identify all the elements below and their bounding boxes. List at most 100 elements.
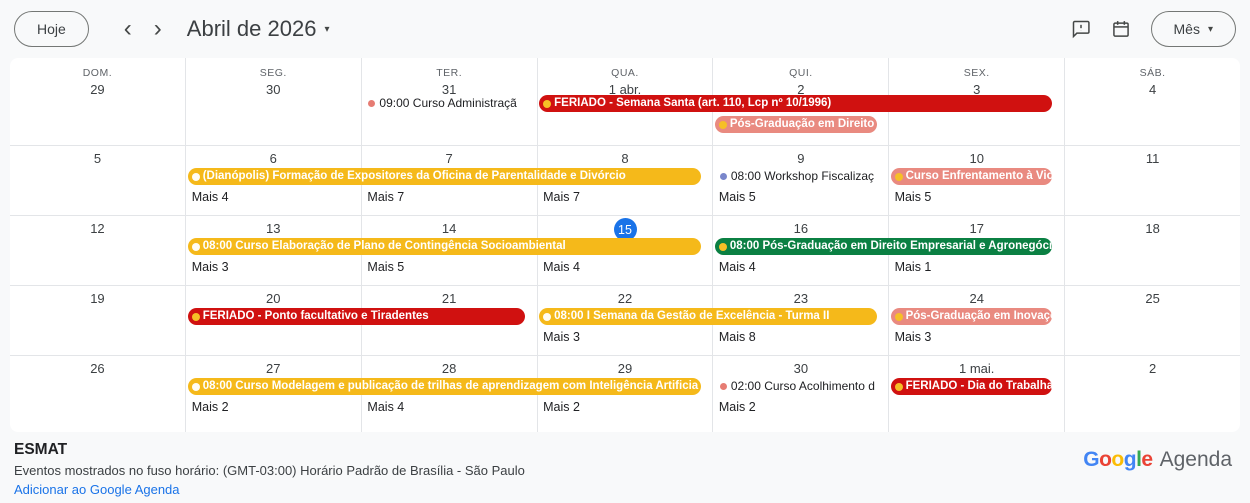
date-number[interactable]: 18 — [1145, 221, 1160, 236]
more-events-link[interactable]: Mais 3 — [543, 330, 580, 344]
event-color-dot — [191, 382, 200, 391]
date-number[interactable]: 9 — [797, 151, 805, 166]
more-events-link[interactable]: Mais 7 — [543, 190, 580, 204]
chevron-right-icon: › — [153, 15, 162, 42]
more-events-link[interactable]: Mais 7 — [367, 190, 405, 204]
event-pos-graduacao-empresarial[interactable]: 08:00 Pós-Graduação em Direito Empresari… — [714, 238, 1053, 255]
week-row-5: 26 27 28 29 30 1 mai. 2 08:00 Curso Mode… — [10, 355, 1240, 432]
date-number[interactable]: 26 — [90, 361, 105, 376]
event-curso-acolhimento[interactable]: 02:00 Curso Acolhimento d — [718, 378, 884, 395]
date-number[interactable]: 30 — [266, 82, 281, 97]
date-number[interactable]: 29 — [617, 361, 633, 376]
event-curso-administracao[interactable]: 09:00 Curso Administraçã — [366, 95, 532, 112]
feedback-button[interactable] — [1061, 9, 1101, 49]
day-cell: 24 — [888, 286, 1064, 355]
event-curso-enfrentamento-violencia[interactable]: Curso Enfrentamento à Violê — [890, 168, 1053, 185]
month-title-dropdown[interactable]: Abril de 2026 ▾ — [187, 16, 330, 42]
date-number[interactable]: 29 — [90, 82, 105, 97]
footer: ESMAT Eventos mostrados no fuso horário:… — [0, 432, 1250, 499]
more-events-link[interactable]: Mais 4 — [191, 190, 229, 204]
day-cell: 1 mai. — [888, 356, 1064, 432]
date-number[interactable]: 23 — [793, 291, 809, 306]
next-month-button[interactable]: › — [143, 11, 173, 47]
more-events-link[interactable]: Mais 1 — [894, 260, 932, 274]
date-number[interactable]: 14 — [441, 221, 457, 236]
date-number[interactable]: 24 — [969, 291, 984, 306]
date-number[interactable]: 28 — [441, 361, 457, 376]
event-title: (Dianópolis) Formação de Expositores da … — [202, 170, 626, 182]
weekday-header: SEG. — [259, 67, 287, 79]
more-events-link[interactable]: Mais 3 — [894, 330, 932, 344]
chevron-down-icon: ▾ — [1207, 23, 1213, 35]
event-pos-graduacao-inovacao[interactable]: Pós-Graduação em Inovaçõe — [890, 308, 1053, 325]
day-cell: 6 — [184, 146, 361, 215]
event-feriado-tiradentes[interactable]: FERIADO - Ponto facultativo e Tiradentes — [187, 308, 526, 325]
event-formacao-expositores[interactable]: (Dianópolis) Formação de Expositores da … — [187, 168, 701, 185]
event-feriado-semana-santa[interactable]: FERIADO - Semana Santa (art. 110, Lcp nº… — [539, 95, 1053, 112]
event-color-dot — [718, 120, 727, 129]
date-number[interactable]: 6 — [269, 151, 277, 166]
event-color-dot — [191, 172, 200, 181]
more-events-link[interactable]: Mais 8 — [718, 330, 756, 344]
day-cell: SEG. 30 — [184, 58, 361, 145]
date-number[interactable]: 1 mai. — [959, 361, 995, 376]
more-events-link[interactable]: Mais 5 — [367, 260, 405, 274]
event-time: 02:00 — [730, 379, 765, 393]
event-time: 08:00 — [730, 169, 765, 183]
prev-month-button[interactable]: ‹ — [113, 11, 143, 47]
event-color-dot — [718, 242, 727, 251]
more-events-link[interactable]: Mais 2 — [718, 400, 756, 414]
more-events-link[interactable]: Mais 2 — [543, 400, 580, 414]
day-cell: SÁB. 4 — [1064, 58, 1240, 145]
date-number[interactable]: 25 — [1145, 291, 1160, 306]
date-number[interactable]: 12 — [90, 221, 105, 236]
event-pos-graduacao-direito[interactable]: Pós-Graduação em Direito E — [714, 116, 877, 133]
date-number[interactable]: 1 abr. — [608, 82, 642, 97]
date-number[interactable]: 21 — [441, 291, 457, 306]
date-number[interactable]: 13 — [266, 221, 281, 236]
today-button-label: Hoje — [37, 21, 66, 37]
chevron-down-icon: ▾ — [324, 23, 330, 35]
date-number[interactable]: 17 — [969, 221, 984, 236]
date-number[interactable]: 20 — [266, 291, 281, 306]
date-number[interactable]: 2 — [1148, 361, 1157, 376]
date-number[interactable]: 10 — [969, 151, 984, 166]
date-number[interactable]: 19 — [90, 291, 105, 306]
date-number[interactable]: 4 — [1148, 82, 1157, 97]
date-number[interactable]: 16 — [793, 221, 809, 236]
date-number[interactable]: 11 — [1145, 151, 1160, 166]
more-events-link[interactable]: Mais 4 — [718, 260, 756, 274]
day-cell: 12 — [10, 216, 185, 285]
event-color-dot — [894, 382, 903, 391]
calendar-view-button[interactable] — [1101, 9, 1141, 49]
date-number[interactable]: 31 — [441, 82, 457, 97]
date-number[interactable]: 30 — [793, 361, 809, 376]
today-button[interactable]: Hoje — [14, 11, 89, 47]
event-curso-plano-contingencia[interactable]: 08:00 Curso Elaboração de Plano de Conti… — [187, 238, 701, 255]
more-events-link[interactable]: Mais 5 — [894, 190, 932, 204]
event-feriado-dia-do-trabalhador[interactable]: FERIADO - Dia do Trabalhado — [890, 378, 1053, 395]
event-title: 08:00 Pós-Graduação em Direito Empresari… — [729, 240, 1053, 252]
event-color-dot — [368, 100, 376, 107]
more-events-link[interactable]: Mais 3 — [191, 260, 229, 274]
date-number[interactable]: 27 — [266, 361, 281, 376]
more-events-link[interactable]: Mais 4 — [543, 260, 580, 274]
date-number[interactable]: 5 — [93, 151, 102, 166]
google-agenda-logo[interactable]: Google Agenda — [1083, 448, 1232, 472]
more-events-link[interactable]: Mais 4 — [367, 400, 405, 414]
event-color-dot — [719, 383, 727, 390]
add-to-google-calendar-link[interactable]: Adicionar ao Google Agenda — [14, 482, 180, 497]
view-selector-dropdown[interactable]: Mês ▾ — [1150, 11, 1236, 47]
week-row-4: 19 20 21 22 23 24 25 FERIADO - Ponto fac… — [10, 285, 1240, 355]
event-semana-gestao-excelencia[interactable]: 08:00 I Semana da Gestão de Excelência -… — [539, 308, 877, 325]
date-number-today[interactable]: 15 — [538, 218, 713, 241]
more-events-link[interactable]: Mais 2 — [191, 400, 229, 414]
date-number[interactable]: 3 — [973, 82, 981, 97]
event-workshop-fiscalizacao[interactable]: 08:00 Workshop Fiscalizaç — [718, 168, 884, 185]
date-number[interactable]: 7 — [445, 151, 453, 166]
date-number[interactable]: 8 — [621, 151, 629, 166]
date-number[interactable]: 22 — [617, 291, 633, 306]
more-events-link[interactable]: Mais 5 — [718, 190, 756, 204]
date-number[interactable]: 2 — [797, 82, 805, 97]
event-curso-modelagem-trilhas[interactable]: 08:00 Curso Modelagem e publicação de tr… — [187, 378, 701, 395]
